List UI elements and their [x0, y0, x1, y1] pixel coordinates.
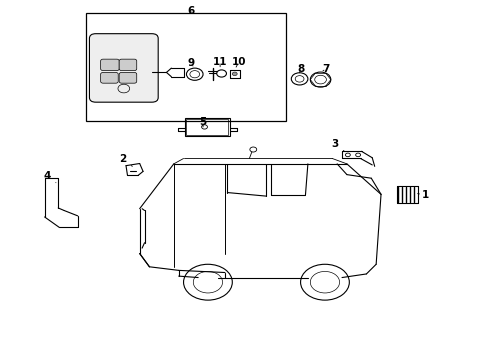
Text: 8: 8 — [296, 64, 304, 74]
FancyBboxPatch shape — [119, 72, 137, 83]
Text: 11: 11 — [212, 57, 227, 67]
FancyBboxPatch shape — [101, 59, 119, 71]
Text: 6: 6 — [187, 6, 194, 16]
Text: 7: 7 — [322, 64, 329, 74]
Bar — [186, 119, 228, 135]
Text: 2: 2 — [119, 154, 132, 166]
Text: 1: 1 — [417, 190, 428, 200]
Text: 9: 9 — [187, 58, 194, 68]
FancyBboxPatch shape — [89, 34, 158, 102]
FancyBboxPatch shape — [101, 72, 118, 83]
Text: 10: 10 — [231, 57, 245, 67]
Circle shape — [232, 72, 237, 76]
Bar — [86, 13, 285, 121]
FancyBboxPatch shape — [119, 59, 137, 71]
Text: 3: 3 — [330, 139, 344, 152]
Text: 5: 5 — [199, 117, 206, 127]
Text: 4: 4 — [43, 171, 56, 183]
Bar — [184, 118, 229, 136]
